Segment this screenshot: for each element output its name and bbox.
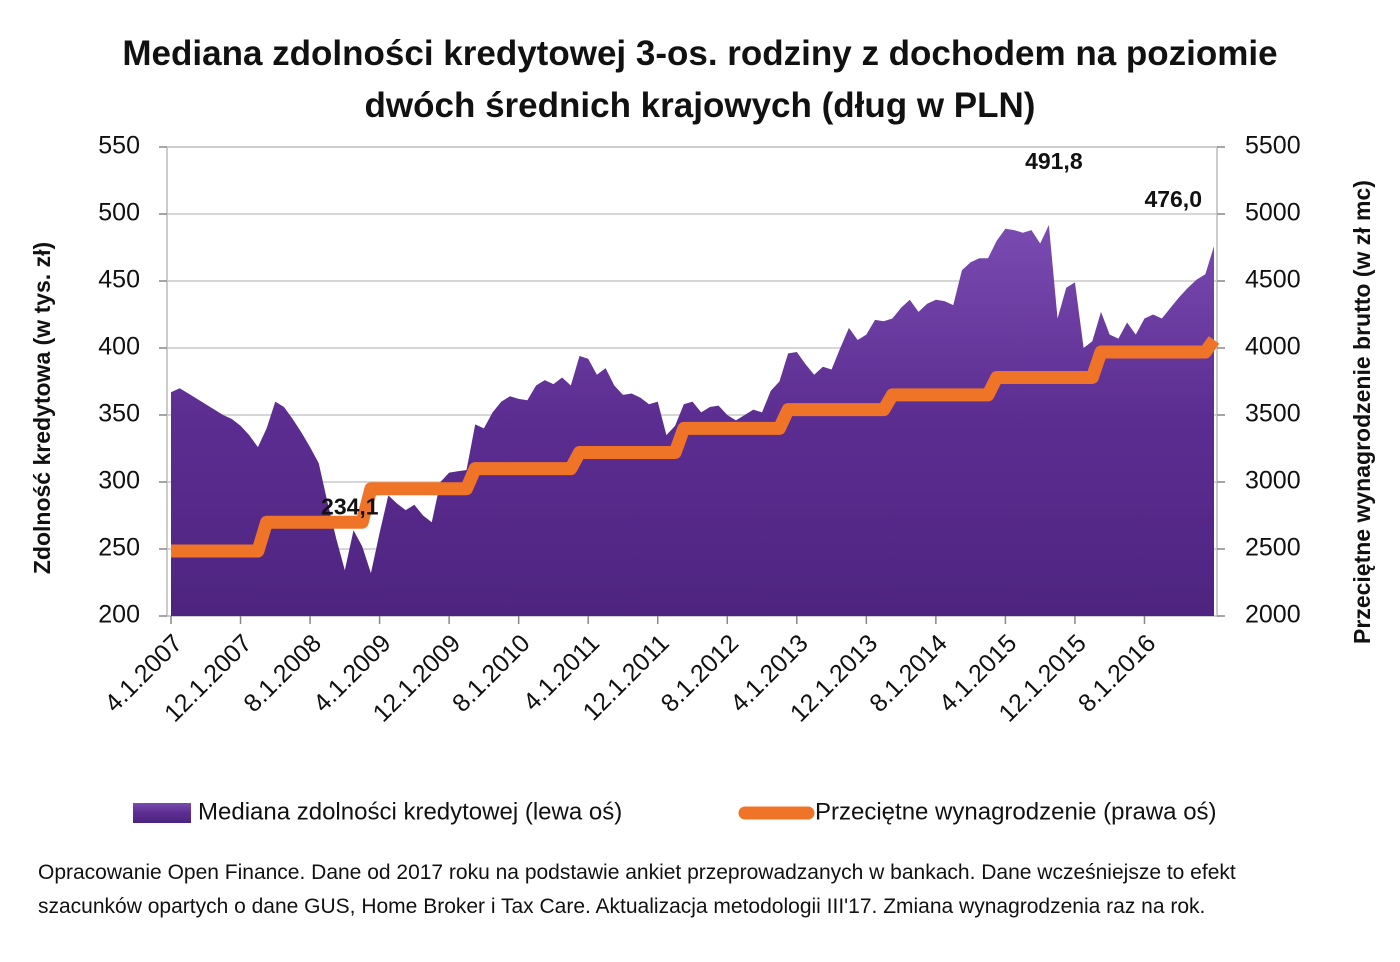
legend: Mediana zdolności kredytowej (lewa oś) Pr… <box>133 798 1217 825</box>
y-tick-label: 250 <box>98 534 140 562</box>
legend-swatch <box>133 803 191 823</box>
y-tick-label: 300 <box>98 467 140 495</box>
y-tick-label: 400 <box>98 333 140 361</box>
y2-tick-label: 5000 <box>1245 199 1301 227</box>
footnote: Opracowanie Open Finance. Dane od 2017 r… <box>38 861 1236 918</box>
y2-tick-label: 3500 <box>1245 400 1301 428</box>
legend-label: Przeciętne wynagrodzenie (prawa oś) <box>815 798 1217 825</box>
x-tick-label: 8.1.2016 <box>1073 629 1162 718</box>
y-tick-label: 200 <box>98 601 140 629</box>
y2-tick-label: 2500 <box>1245 534 1301 562</box>
y2-axis-title: Przeciętne wynagrodzenie brutto (w zł mc… <box>1349 180 1375 644</box>
y-tick-label: 450 <box>98 266 140 294</box>
value-label: 476,0 <box>1144 186 1202 212</box>
y2-tick-label: 3000 <box>1245 467 1301 495</box>
y2-tick-label: 5500 <box>1245 132 1301 160</box>
value-label: 234,1 <box>321 493 379 519</box>
y-axis-title: Zdolność kredytowa (w tys. zł) <box>29 242 55 574</box>
value-label: 491,8 <box>1025 148 1083 174</box>
y-tick-label: 350 <box>98 400 140 428</box>
y-tick-label: 500 <box>98 199 140 227</box>
y2-tick-label: 2000 <box>1245 601 1301 629</box>
legend-label: Mediana zdolności kredytowej (lewa oś) <box>198 798 622 825</box>
y-tick-label: 550 <box>98 132 140 160</box>
chart-title: Mediana zdolności kredytowej 3-os. rodzi… <box>122 34 1278 125</box>
x-tick-label: 8.1.2010 <box>447 629 536 718</box>
y2-tick-label: 4500 <box>1245 266 1301 294</box>
y2-tick-label: 4000 <box>1245 333 1301 361</box>
line <box>171 336 1220 558</box>
area <box>171 224 1214 616</box>
